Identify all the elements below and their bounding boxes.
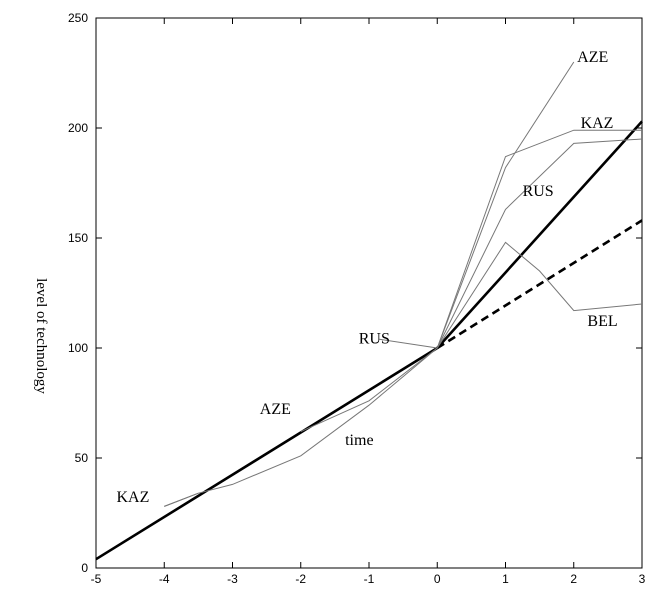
series-layer xyxy=(95,61,643,561)
y-tick-label: 200 xyxy=(68,121,88,135)
x-tick-label: -1 xyxy=(364,572,375,586)
x-tick-label: -2 xyxy=(295,572,306,586)
x-tick-label: 2 xyxy=(570,572,577,586)
y-tick-label: 50 xyxy=(75,451,89,465)
x-tick-label: 0 xyxy=(434,572,441,586)
plot-border xyxy=(95,17,643,569)
plot-frame xyxy=(95,17,643,569)
annotation-leader-line xyxy=(164,492,199,507)
annotation-label: time xyxy=(345,432,373,449)
annotation-label: RUS xyxy=(359,331,390,348)
x-tick-label: 3 xyxy=(639,572,646,586)
annotation-label: RUS xyxy=(523,183,554,200)
annotation-leader-line xyxy=(379,338,438,349)
series-line-thin xyxy=(164,129,642,507)
x-tick-label: -3 xyxy=(227,572,238,586)
series-line-dashed xyxy=(436,219,643,350)
annotation-label: BEL xyxy=(587,313,617,330)
series-line-thin xyxy=(436,138,643,349)
annotation-label: KAZ xyxy=(581,115,614,132)
y-axis-label: level of technology xyxy=(33,278,49,394)
x-tick-label: 1 xyxy=(502,572,509,586)
y-tick-label: 100 xyxy=(68,341,88,355)
y-tick-label: 250 xyxy=(68,11,88,25)
series-line-thin xyxy=(300,61,575,433)
annotation-label: KAZ xyxy=(116,489,149,506)
y-tick-label: 0 xyxy=(81,561,88,575)
tick-layer: -5 -4 -3 -2 -1 0 1 2 3 0 50 100 150 200 250 xyxy=(68,11,646,586)
y-tick-label: 150 xyxy=(68,231,88,245)
x-tick-label: -5 xyxy=(91,572,102,586)
x-tick-label: -4 xyxy=(159,572,170,586)
annotation-label: AZE xyxy=(577,49,608,66)
annotation-layer: AZE KAZ RUS BEL RUS AZE time KAZ xyxy=(116,49,618,507)
series-line-thin xyxy=(436,241,643,349)
annotation-label: AZE xyxy=(260,401,291,418)
